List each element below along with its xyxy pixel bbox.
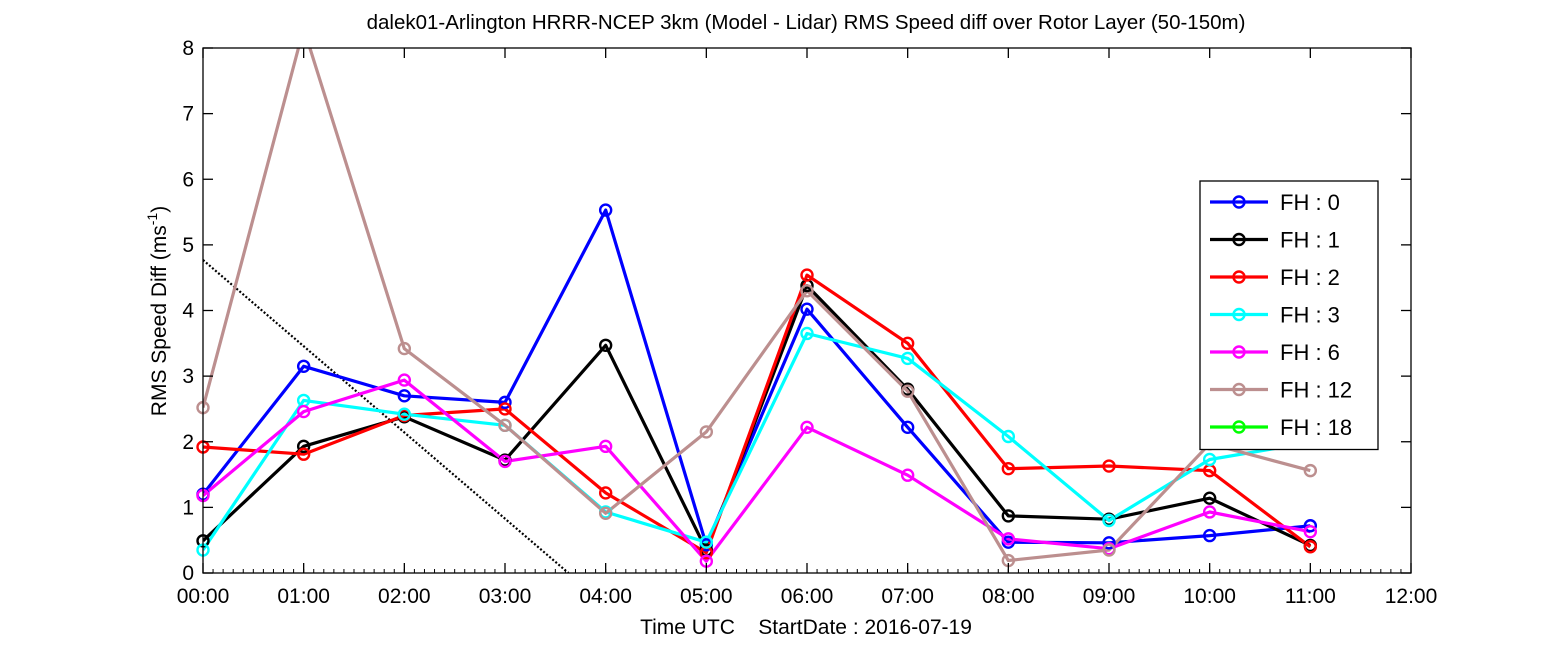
data-point-0-3	[498, 395, 512, 410]
legend-marker-6	[1232, 420, 1246, 434]
data-point-4-1	[296, 404, 311, 419]
data-point-4-8	[1001, 532, 1016, 546]
x-tick-label-9: 09:00	[1083, 585, 1136, 608]
data-point-3-2	[397, 407, 412, 421]
legend-label-0: FH : 0	[1280, 190, 1340, 215]
data-point-0-11	[1303, 519, 1318, 533]
data-point-2-11	[1303, 540, 1318, 554]
data-point-2-8	[1001, 461, 1016, 476]
data-point-4-10	[1202, 505, 1217, 519]
x-tick-label-2: 02:00	[378, 585, 431, 608]
series-line-3	[203, 331, 1311, 551]
data-point-3-10	[1202, 452, 1217, 467]
data-point-4-6	[800, 420, 814, 435]
legend-label-6: FH : 18	[1280, 415, 1352, 440]
legend-label-5: FH : 12	[1280, 378, 1352, 403]
series-line-2	[203, 273, 1312, 555]
y-tick-label-0: 0	[182, 562, 194, 585]
data-point-2-3	[498, 402, 512, 416]
y-axis-label: RMS Speed Diff (ms-1)	[144, 206, 171, 416]
x-tick-label-5: 05:00	[680, 585, 733, 608]
series-line-4	[203, 378, 1311, 563]
plot-area	[196, 47, 1412, 574]
legend: FH : 0 FH : 1 FH : 2 FH : 3 FH : 6 FH : 12 FH …	[1199, 180, 1379, 451]
data-point-0-2	[397, 389, 412, 403]
data-point-5-4	[598, 506, 613, 520]
x-tick-label-3: 03:00	[479, 585, 532, 608]
data-point-1-10	[1202, 491, 1217, 505]
tick-labels: 00:00 01:00 02:00 03:00 04:00 05:00 06:00 07:00…	[177, 37, 1438, 608]
series-line-5	[203, 48, 1311, 563]
data-point-3-7	[900, 351, 915, 366]
data-point-5-3	[498, 418, 512, 433]
data-point-1-8	[1001, 509, 1016, 523]
y-tick-label-2: 2	[182, 431, 194, 454]
legend-label-3: FH : 3	[1280, 303, 1340, 328]
data-point-0-10	[1202, 528, 1217, 543]
data-point-4-4	[598, 439, 613, 454]
legend-label-4: FH : 6	[1280, 340, 1340, 365]
legend-marker-3	[1232, 307, 1246, 322]
data-point-0-9	[1102, 536, 1116, 550]
data-point-5-2	[397, 341, 412, 356]
y-tick-label-7: 7	[182, 103, 194, 126]
y-axis-label-unit-exponent: -1	[144, 213, 160, 226]
legend-marker-0	[1232, 195, 1246, 209]
y-tick-label-8: 8	[182, 37, 194, 60]
data-point-1-4	[598, 338, 613, 352]
data-point-5-7	[900, 384, 915, 398]
x-tick-label-11: 11:00	[1285, 585, 1336, 608]
data-point-0-1	[296, 359, 311, 373]
legend-marker-2	[1232, 270, 1246, 284]
data-point-3-5	[699, 535, 714, 549]
y-tick-label-4: 4	[182, 300, 194, 323]
data-point-3-6	[800, 326, 814, 341]
data-point-3-8	[1001, 429, 1016, 444]
data-point-1-1	[296, 439, 311, 454]
data-point-4-2	[397, 373, 412, 387]
x-tick-label-8: 08:00	[982, 585, 1035, 608]
data-point-3-9	[1102, 513, 1116, 528]
data-point-4-3	[498, 454, 512, 469]
data-point-2-6	[800, 268, 814, 282]
x-tick-label-7: 07:00	[881, 585, 934, 608]
reference-dotted-line	[203, 259, 570, 573]
data-point-2-4	[598, 486, 613, 500]
legend-label-1: FH : 1	[1280, 228, 1340, 253]
x-axis-label: Time UTC StartDate : 2016-07-19	[640, 616, 972, 639]
legend-marker-5	[1232, 382, 1246, 397]
data-point-5-11	[1303, 463, 1318, 478]
data-point-2-1	[296, 447, 311, 461]
y-tick-label-6: 6	[182, 168, 194, 191]
y-tick-label-5: 5	[182, 234, 194, 257]
x-tick-label-4: 04:00	[579, 585, 632, 608]
y-axis-label-main: RMS Speed Diff (ms	[148, 225, 171, 416]
legend-marker-4	[1232, 345, 1246, 359]
data-point-0-7	[900, 420, 915, 435]
data-point-4-7	[900, 468, 915, 482]
x-tick-label-12: 12:00	[1385, 585, 1438, 608]
y-tick-label-1: 1	[182, 496, 194, 519]
x-tick-label-0: 00:00	[177, 585, 230, 608]
legend-label-2: FH : 2	[1280, 265, 1340, 290]
y-axis-label-close: )	[148, 206, 171, 213]
data-point-5-9	[1102, 543, 1116, 557]
data-point-4-11	[1303, 524, 1318, 539]
data-point-2-7	[900, 336, 915, 351]
data-point-2-9	[1102, 459, 1116, 473]
x-tick-label-1: 01:00	[277, 585, 330, 608]
legend-marker-1	[1232, 232, 1246, 247]
data-point-5-5	[699, 425, 714, 439]
y-tick-label-3: 3	[182, 365, 194, 388]
chart-title: dalek01-Arlington HRRR-NCEP 3km (Model -…	[367, 11, 1246, 34]
x-tick-label-6: 06:00	[781, 585, 834, 608]
data-point-5-6	[800, 284, 814, 298]
data-point-0-6	[800, 302, 814, 316]
x-tick-label-10: 10:00	[1183, 585, 1236, 608]
data-point-0-4	[598, 203, 613, 217]
